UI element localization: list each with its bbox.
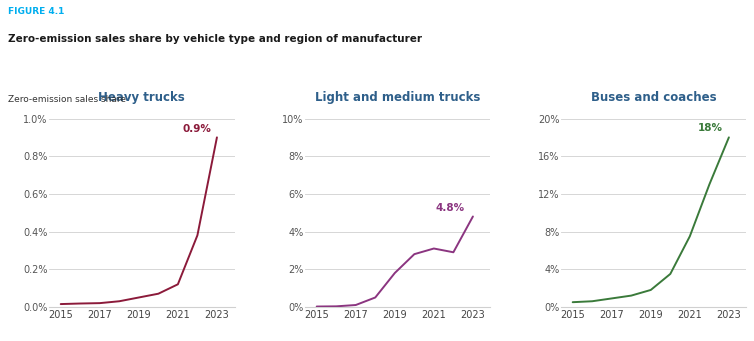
- Title: Heavy trucks: Heavy trucks: [98, 91, 185, 104]
- Text: Zero-emission sales share: Zero-emission sales share: [8, 95, 125, 104]
- Title: Buses and coaches: Buses and coaches: [591, 91, 716, 104]
- Title: Light and medium trucks: Light and medium trucks: [315, 91, 480, 104]
- Text: FIGURE 4.1: FIGURE 4.1: [8, 7, 64, 16]
- Text: 18%: 18%: [698, 123, 723, 133]
- Text: 4.8%: 4.8%: [436, 203, 465, 213]
- Text: Zero-emission sales share by vehicle type and region of manufacturer: Zero-emission sales share by vehicle typ…: [8, 34, 421, 44]
- Text: 0.9%: 0.9%: [182, 123, 211, 134]
